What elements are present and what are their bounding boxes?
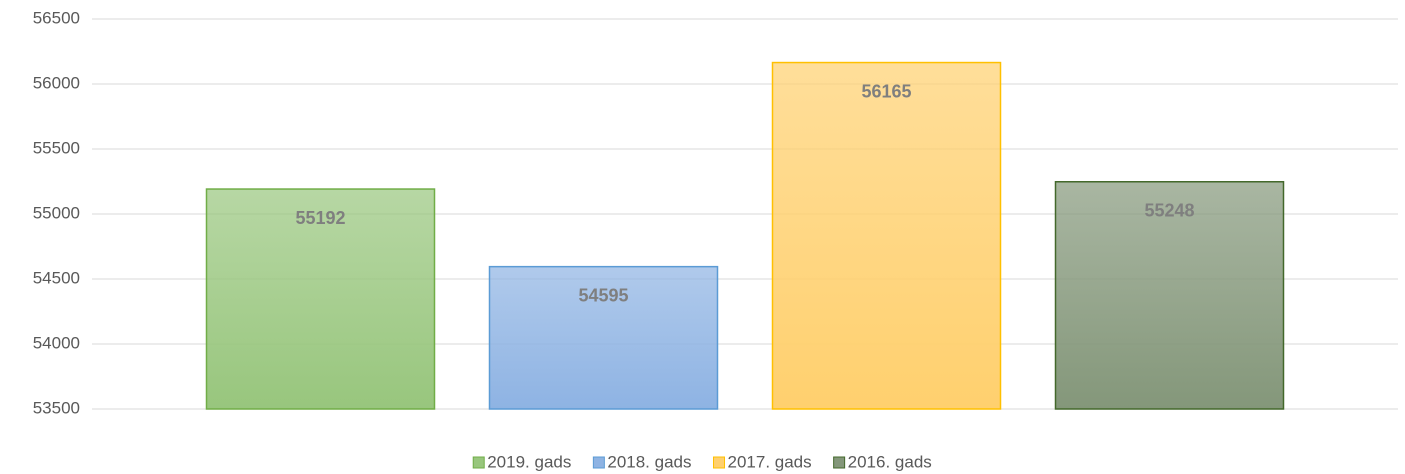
bar (771, 61, 1002, 410)
legend-label: 2017. gads (728, 452, 812, 471)
bar (205, 188, 436, 410)
legend-label: 2018. gads (607, 452, 691, 471)
y-tick-label: 54500 (33, 268, 80, 287)
legend-label: 2019. gads (487, 452, 571, 471)
y-tick-label: 53500 (33, 398, 80, 417)
legend-swatch (592, 456, 605, 469)
bar (1054, 181, 1285, 410)
legend: 2019. gads 2018. gads 2017. gads 2016. gads (472, 452, 932, 471)
legend-swatch (713, 456, 725, 469)
value-label: 54595 (578, 285, 628, 305)
bar (488, 265, 719, 410)
y-tick-label: 56000 (33, 73, 80, 92)
y-tick-label: 54000 (33, 333, 80, 352)
y-tick-label: 55500 (33, 138, 80, 157)
legend-swatch (472, 456, 485, 469)
value-label: 55192 (295, 208, 345, 228)
y-tick-label: 55000 (33, 203, 80, 222)
legend-label: 2016. gads (848, 452, 932, 471)
legend-swatch (833, 456, 846, 469)
value-label: 56165 (861, 81, 911, 101)
value-label: 55248 (1144, 201, 1194, 221)
y-tick-label: 56500 (33, 8, 80, 27)
